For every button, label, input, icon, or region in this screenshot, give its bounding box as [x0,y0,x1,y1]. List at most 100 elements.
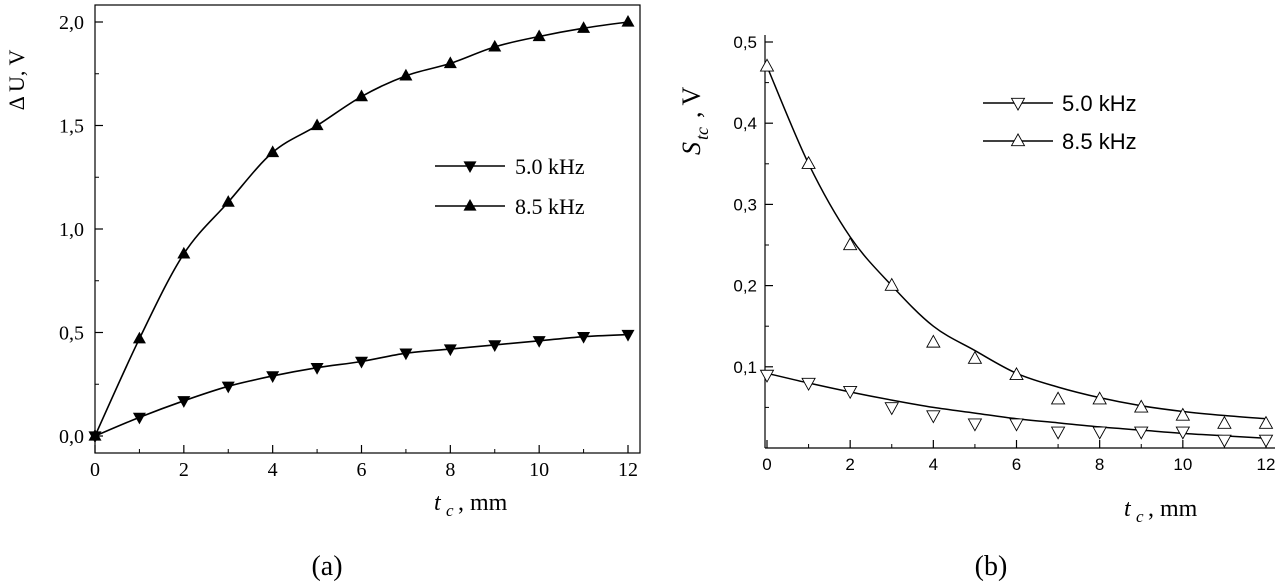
x-tick-label-b: 8 [1095,455,1104,474]
data-point-b [759,58,775,72]
panel-label-a: (a) [311,551,342,582]
x-tick-label-a: 6 [357,459,367,481]
data-point-b [1092,426,1107,440]
series-line-a-1 [94,21,629,437]
data-point-b [759,369,775,383]
data-point-b [801,377,816,391]
data-point-b [1050,426,1066,440]
data-point-a [621,329,635,342]
data-point-b [967,418,983,432]
y-tick-label-b: 0,4 [733,114,757,133]
x-tick-label-a: 8 [445,459,455,481]
data-point-b [1133,399,1149,413]
data-point-a [399,348,413,361]
legend-label-b: 8.5 kHz [1062,129,1137,154]
y-tick-label-a: 0,0 [59,426,84,448]
x-tick-label-b: 4 [929,455,938,474]
legend-marker-a [463,161,477,174]
y-axis-label-b: S tc , V [677,86,712,155]
y-axis-label-b-main: S [677,142,706,155]
data-point-b [801,155,816,169]
x-tick-label-a: 2 [179,459,189,481]
x-tick-label-a: 0 [90,459,100,481]
series-a [88,14,635,444]
data-point-a [443,56,457,69]
legend-marker-a [463,198,477,211]
data-point-a [266,371,280,383]
data-point-b [1258,415,1274,429]
y-axis-label-b-unit: , V [677,86,706,118]
data-point-b [1133,426,1149,440]
data-point-a [221,381,235,394]
data-point-b [1175,407,1191,421]
data-point-b [1217,434,1232,448]
legend-a: 5.0 kHz 8.5 kHz [435,154,585,219]
data-point-b [967,350,983,364]
legend-label-a: 5.0 kHz [515,154,585,179]
data-point-b [842,386,858,400]
data-point-a [399,68,413,81]
x-tick-label-a: 10 [529,459,549,481]
data-point-a [266,145,280,158]
y-tick-label-b: 0,3 [733,195,757,214]
data-point-a [310,363,324,375]
data-point-a [532,29,546,42]
x-tick-label-b: 6 [1012,455,1021,474]
y-tick-label-b: 0,1 [733,358,757,377]
data-point-a [177,396,191,408]
legend-label-a: 8.5 kHz [515,194,585,219]
y-tick-label-a: 1,0 [59,219,84,241]
legend-marker-b [1010,133,1026,147]
x-axis-label-sub-a: c [446,501,454,520]
y-tick-label-a: 2,0 [59,12,84,34]
data-point-b [884,277,900,291]
series-b [759,58,1274,448]
x-axis-label-b: t [1124,496,1132,522]
y-tick-label-a: 1,5 [59,116,84,138]
data-point-b [1217,415,1232,429]
data-point-a [532,336,546,348]
data-point-a [221,195,235,207]
data-point-b [1175,426,1191,440]
data-point-a [443,344,457,357]
x-tick-label-b: 10 [1173,455,1192,474]
data-point-b [926,410,941,424]
data-point-a [577,21,591,33]
data-point-b [1092,391,1107,405]
y-tick-label-b: 0,2 [733,277,757,296]
data-point-b [1050,391,1066,405]
data-point-a [132,331,146,344]
data-point-a [488,39,502,52]
data-point-a [577,331,591,344]
legend-marker-b [1010,97,1026,111]
y-tick-label-b: 0,5 [733,33,757,52]
data-point-a [621,14,635,27]
series-line-a-0 [94,333,629,437]
panel-label-b: (b) [975,551,1008,582]
data-point-a [88,428,102,441]
x-axis-label-unit-a: , mm [458,490,508,516]
data-point-a [177,246,191,259]
data-point-b [926,334,941,348]
data-point-b [1009,418,1024,432]
x-axis-label-unit-b: , mm [1148,496,1198,522]
x-tick-label-b: 0 [762,455,771,474]
y-tick-label-a: 0,5 [59,323,84,345]
x-axis-label-sub-b: c [1136,507,1144,526]
legend-b: 5.0 kHz 8.5 kHz [983,91,1137,154]
data-point-a [355,89,368,102]
x-axis-label-a: t [434,490,442,516]
data-point-a [310,118,324,131]
data-point-b [884,402,900,416]
data-point-a [355,356,368,369]
x-tick-label-b: 2 [845,455,854,474]
x-tick-label-a: 4 [268,459,278,481]
data-point-b [1009,366,1024,381]
data-point-a [488,340,502,352]
plot-frame-a [94,4,641,454]
data-point-b [842,237,858,251]
axes-b: 0 2 4 6 8 10 12 0,1 0,2 0,3 0,4 0,5 [733,33,1275,474]
